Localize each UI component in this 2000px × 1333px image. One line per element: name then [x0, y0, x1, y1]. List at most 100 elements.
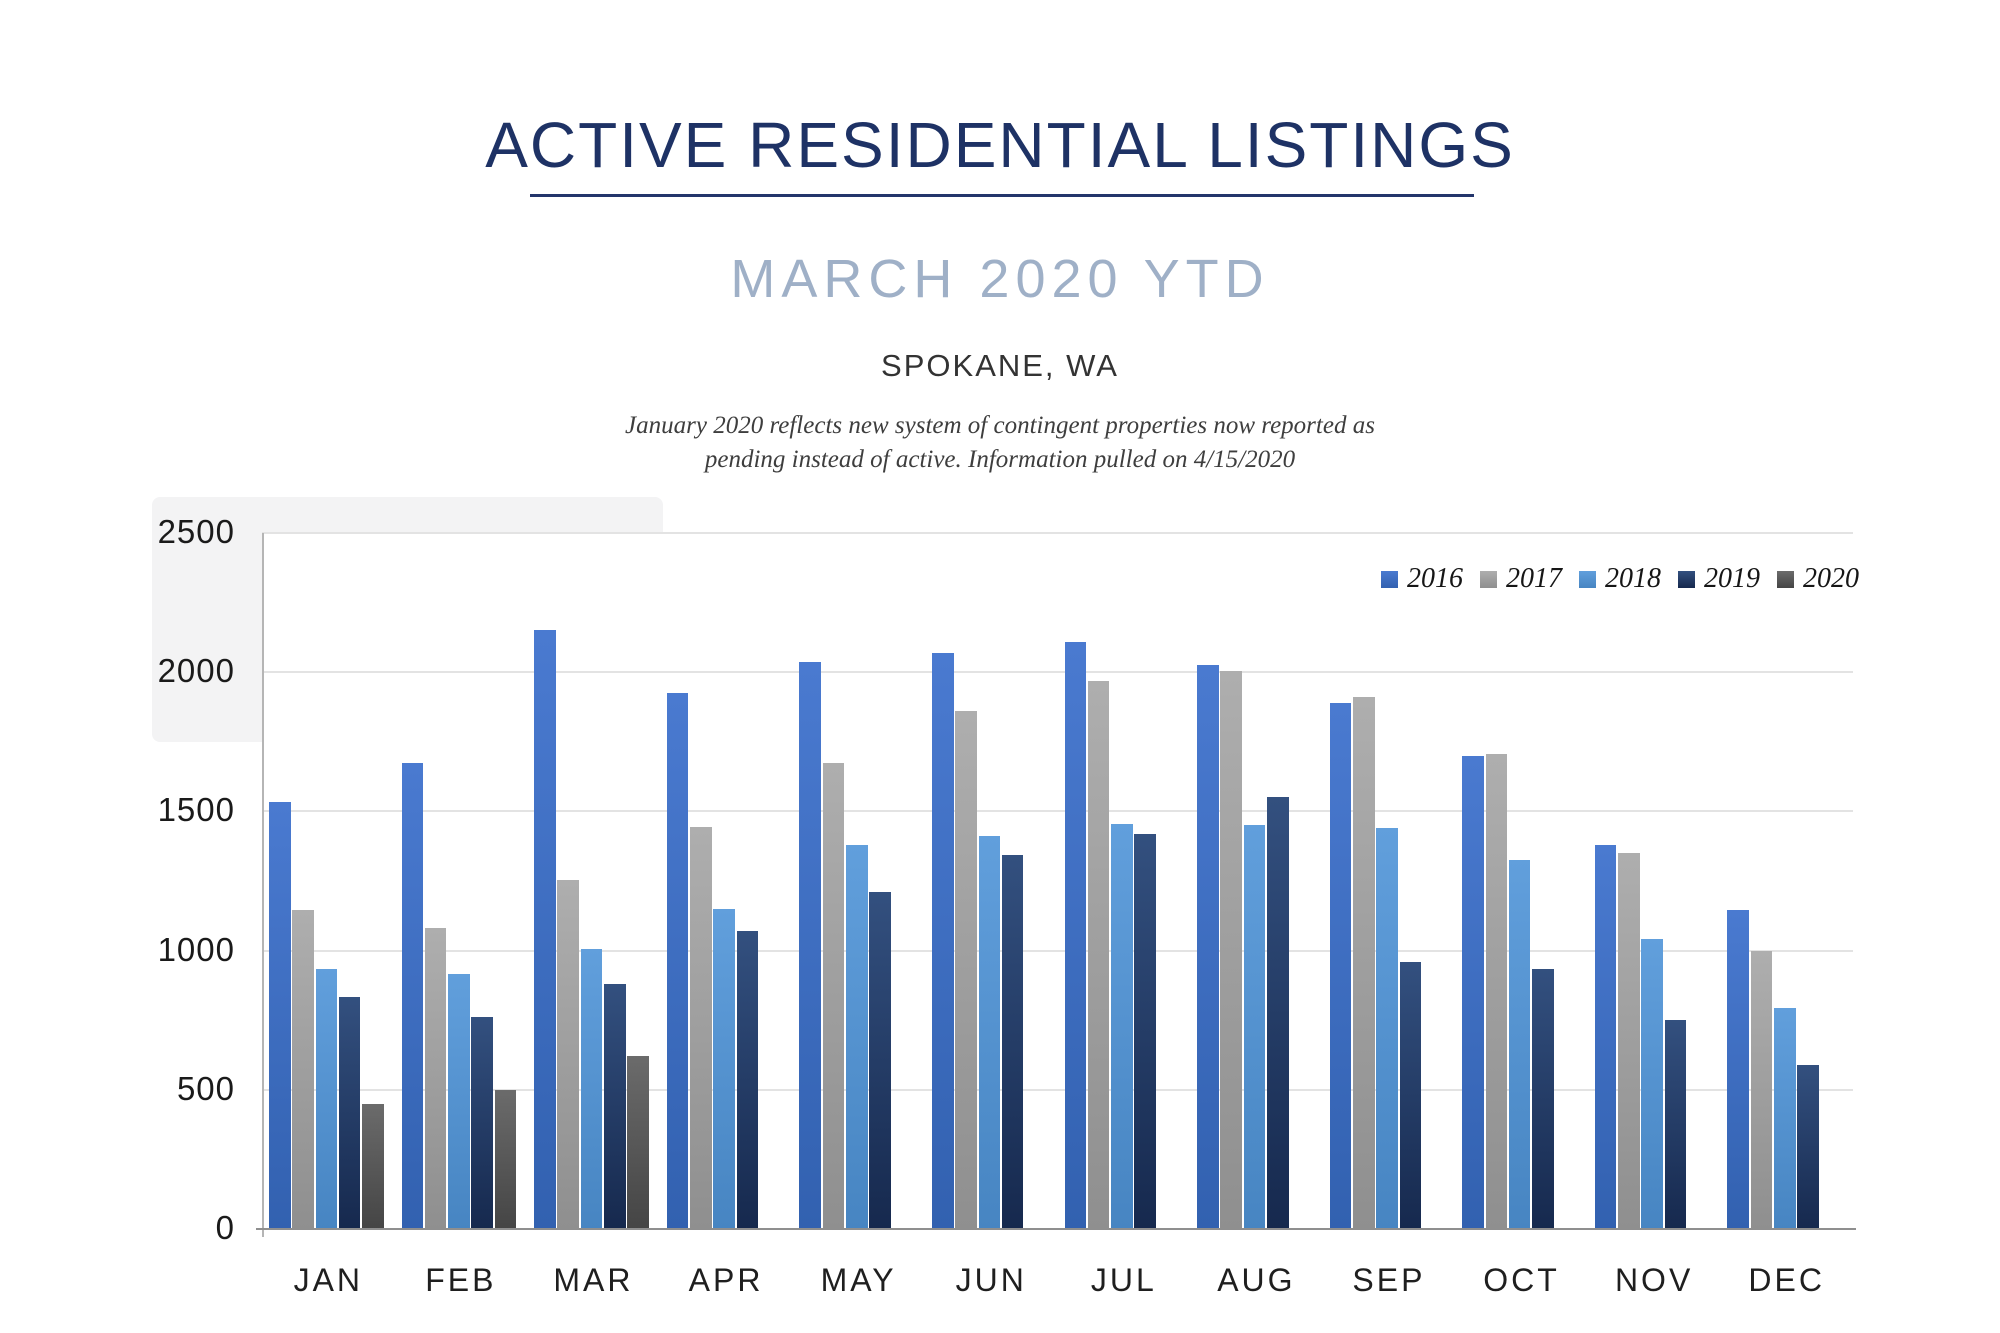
bar-mar-2016 — [534, 630, 556, 1229]
bar-oct-2017 — [1485, 754, 1508, 1229]
page-subtitle: MARCH 2020 YTD — [730, 249, 1270, 309]
legend-label-2019: 2019 — [1704, 563, 1760, 594]
y-axis-tick-label-1000: 1000 — [157, 930, 235, 968]
bar-oct-2016 — [1462, 755, 1484, 1229]
y-axis-tick-label-2000: 2000 — [157, 652, 235, 690]
x-axis-label-jan: JAN — [293, 1262, 364, 1298]
bar-feb-2016 — [401, 762, 424, 1229]
bar-mar-2018 — [580, 949, 603, 1229]
bar-jan-2020 — [362, 1103, 384, 1229]
legend-swatch-2020 — [1777, 570, 1794, 588]
bar-aug-2016 — [1197, 665, 1219, 1229]
bar-nov-2019 — [1664, 1020, 1687, 1229]
bar-oct-2019 — [1532, 968, 1554, 1229]
legend-label-2017: 2017 — [1506, 563, 1562, 594]
bar-jan-2016 — [269, 801, 291, 1229]
x-axis-label-feb: FEB — [425, 1262, 497, 1298]
legend-label-2016: 2016 — [1407, 563, 1463, 594]
bar-jul-2019 — [1134, 833, 1156, 1229]
legend-item-2020: 2020 — [1777, 565, 1859, 593]
bar-jan-2017 — [292, 910, 314, 1229]
x-axis-label-mar: MAR — [553, 1262, 634, 1298]
x-axis-label-oct: OCT — [1483, 1262, 1560, 1298]
legend-item-2016: 2016 — [1381, 565, 1463, 593]
bar-may-2016 — [799, 662, 821, 1229]
bar-jun-2016 — [931, 652, 954, 1229]
bar-mar-2020 — [627, 1056, 649, 1229]
bar-aug-2018 — [1243, 825, 1266, 1229]
bar-sep-2016 — [1329, 702, 1352, 1229]
bar-jun-2019 — [1001, 854, 1024, 1229]
gridline-2000 — [262, 671, 1853, 674]
y-axis-tick-label-1500: 1500 — [157, 791, 235, 829]
y-axis-tick-label-500: 500 — [176, 1069, 235, 1107]
bar-dec-2018 — [1774, 1007, 1796, 1229]
x-axis-line — [256, 1228, 1856, 1230]
bar-may-2019 — [869, 892, 891, 1229]
bar-feb-2017 — [424, 928, 447, 1229]
legend-swatch-2019 — [1678, 570, 1695, 588]
legend-item-2017: 2017 — [1480, 565, 1562, 593]
y-axis-line — [262, 533, 264, 1237]
legend: 2016 2017 2018 2019 2020 — [1381, 562, 1859, 596]
bar-apr-2017 — [690, 826, 712, 1229]
bar-nov-2017 — [1618, 853, 1640, 1229]
y-axis-tick-label-0: 0 — [215, 1209, 235, 1246]
bar-may-2017 — [822, 762, 845, 1229]
bar-oct-2018 — [1508, 860, 1531, 1229]
bar-jul-2018 — [1111, 823, 1133, 1229]
bar-dec-2019 — [1797, 1064, 1819, 1229]
bar-jul-2017 — [1087, 680, 1110, 1229]
bar-jun-2017 — [955, 711, 977, 1229]
bar-sep-2017 — [1352, 697, 1375, 1229]
x-axis-label-jun: JUN — [955, 1262, 1027, 1298]
x-axis-label-dec: DEC — [1748, 1262, 1825, 1298]
x-axis-label-may: MAY — [820, 1262, 897, 1298]
location-label: SPOKANE, WA — [881, 348, 1119, 383]
gridline-1500 — [262, 810, 1853, 813]
legend-label-2020: 2020 — [1803, 563, 1859, 594]
bar-apr-2016 — [666, 693, 689, 1229]
footnote-line-1: January 2020 reflects new system of cont… — [625, 412, 1375, 439]
bar-apr-2019 — [736, 931, 759, 1229]
bar-jan-2018 — [315, 968, 338, 1229]
bar-mar-2017 — [557, 879, 580, 1229]
legend-label-2018: 2018 — [1605, 563, 1661, 594]
bar-apr-2018 — [713, 908, 735, 1229]
bar-aug-2017 — [1220, 670, 1242, 1229]
x-axis-label-jul: JUL — [1090, 1262, 1157, 1298]
bar-nov-2018 — [1641, 939, 1664, 1229]
bar-jul-2016 — [1064, 641, 1087, 1229]
plot-area-background — [262, 533, 1853, 1229]
y-axis-tick-label-2500: 2500 — [157, 513, 235, 550]
bar-nov-2016 — [1594, 844, 1617, 1229]
bar-feb-2020 — [494, 1089, 517, 1229]
gridline-1000 — [262, 949, 1853, 952]
bar-may-2018 — [845, 844, 868, 1229]
page-title: ACTIVE RESIDENTIAL LISTINGS — [485, 109, 1515, 181]
bar-dec-2017 — [1750, 950, 1773, 1229]
gridline-2500 — [262, 532, 1853, 534]
legend-swatch-2018 — [1579, 570, 1596, 588]
legend-swatch-2017 — [1480, 570, 1497, 588]
x-axis-label-sep: SEP — [1352, 1262, 1426, 1298]
bar-jun-2018 — [978, 836, 1001, 1229]
gridline-500 — [262, 1088, 1853, 1091]
bar-mar-2019 — [604, 984, 626, 1229]
x-axis-label-apr: APR — [688, 1262, 764, 1298]
bar-sep-2019 — [1399, 961, 1422, 1229]
x-axis-label-nov: NOV — [1614, 1262, 1694, 1298]
x-axis-label-aug: AUG — [1217, 1262, 1296, 1298]
legend-swatch-2016 — [1381, 570, 1398, 588]
title-underline — [530, 194, 1474, 197]
bar-sep-2018 — [1376, 828, 1398, 1229]
bar-aug-2019 — [1266, 797, 1289, 1229]
bar-jan-2019 — [338, 996, 361, 1229]
footnote-line-2: pending instead of active. Information p… — [704, 446, 1296, 473]
bar-feb-2018 — [448, 974, 470, 1229]
legend-item-2019: 2019 — [1678, 565, 1760, 593]
bar-dec-2016 — [1727, 910, 1749, 1229]
legend-item-2018: 2018 — [1579, 565, 1661, 593]
